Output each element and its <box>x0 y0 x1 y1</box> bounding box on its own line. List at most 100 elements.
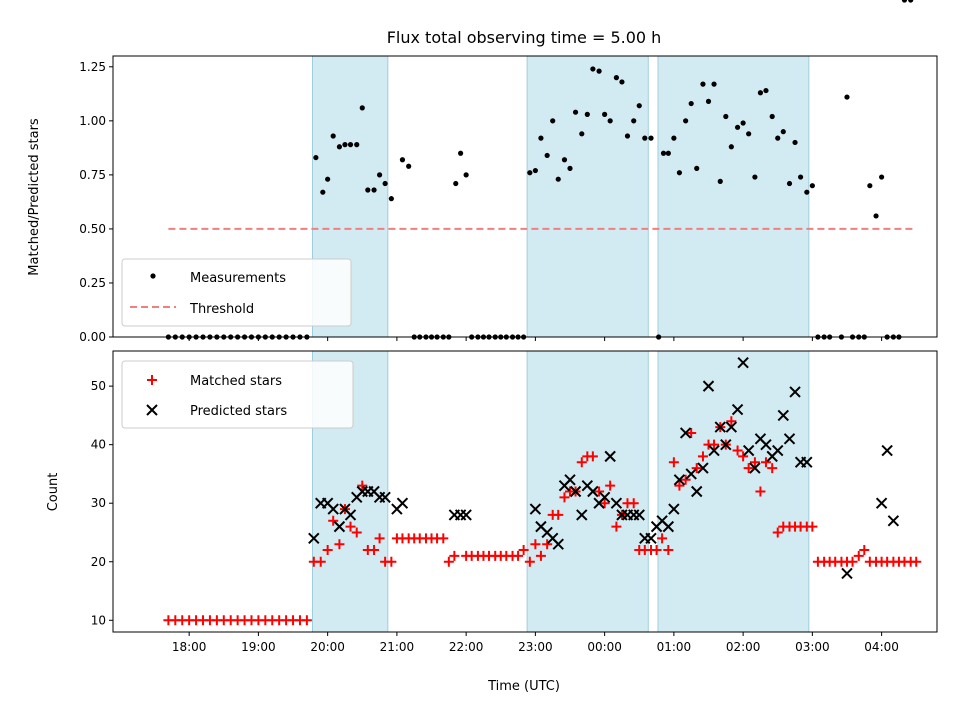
measurement-point <box>631 118 637 124</box>
measurement-point <box>550 118 556 124</box>
predicted-star-point <box>881 444 893 457</box>
measurement-point <box>463 172 469 178</box>
matched-star-point <box>668 457 679 468</box>
predicted-star-point <box>875 497 888 509</box>
matched-star-point <box>553 509 564 520</box>
bottom-x-tick-label-9: 03:00 <box>795 640 830 654</box>
measurement-point <box>728 144 734 150</box>
matched-star-point <box>530 539 541 550</box>
measurement-point <box>584 111 590 117</box>
bottom-y-axis-label: Count <box>46 473 61 512</box>
measurement-point <box>901 0 908 3</box>
top-axes-frame <box>112 55 938 338</box>
predicted-star-point <box>454 509 467 521</box>
measurement-point <box>804 189 810 195</box>
predicted-star-point <box>673 474 686 486</box>
measurement-point <box>763 87 769 94</box>
predicted-star-point <box>529 503 542 515</box>
matched-star-point <box>709 439 720 450</box>
measurement-point <box>354 142 360 148</box>
measurement-point <box>780 129 786 135</box>
measurement-point <box>660 150 667 156</box>
measurement-point <box>342 142 348 148</box>
bottom-x-tick-label-6: 00:00 <box>587 640 622 654</box>
matched-star-point <box>732 445 743 456</box>
matched-star-point <box>859 545 870 556</box>
top-shaded-span-1 <box>526 55 649 338</box>
matched-star-point <box>559 492 570 503</box>
measurement-point <box>527 170 533 176</box>
measurement-point <box>752 174 758 180</box>
measurement-point <box>336 144 343 150</box>
measurement-point <box>792 139 798 146</box>
predicted-star-point <box>685 468 697 480</box>
matched-star-point <box>334 539 345 550</box>
matched-star-point <box>535 550 546 561</box>
predicted-star-point <box>789 386 801 398</box>
bottom-x-tick-label-5: 23:00 <box>518 640 553 654</box>
matched-star-point <box>386 556 397 567</box>
matched-star-point <box>772 527 783 538</box>
predicted-star-point <box>645 532 657 545</box>
measurement-point <box>734 124 741 130</box>
predicted-star-point <box>604 450 616 463</box>
legend-measurements-marker <box>150 273 156 279</box>
matched-star-point <box>651 545 662 556</box>
matched-star-point <box>542 539 553 550</box>
matched-star-point <box>749 457 760 468</box>
matched-star-point <box>301 615 312 626</box>
bottom-y-tick-label-1: 20 <box>91 555 106 569</box>
matched-star-point <box>726 416 737 427</box>
matched-star-point <box>345 521 356 532</box>
predicted-star-point <box>327 503 339 515</box>
bottom-x-tick-label-8: 02:00 <box>726 640 761 654</box>
measurement-point <box>590 66 596 72</box>
measurement-point <box>757 90 764 96</box>
matched-star-point <box>760 457 771 468</box>
matched-star-point <box>911 556 922 567</box>
predicted-star-point <box>760 438 772 451</box>
bottom-x-tick-label-2: 20:00 <box>310 640 345 654</box>
matched-star-point <box>328 515 339 526</box>
bottom-x-tick-label-1: 19:00 <box>241 640 276 654</box>
legend-measurements-label: Measurements <box>190 271 286 286</box>
measurement-point <box>676 170 683 176</box>
measurement-point <box>769 113 775 120</box>
predicted-star-point <box>841 567 853 580</box>
measurement-point <box>613 75 620 81</box>
predicted-star-point <box>668 503 680 515</box>
matched-star-point <box>807 521 818 532</box>
measurement-point <box>809 183 815 189</box>
predicted-star-point <box>691 485 703 498</box>
measurement-point <box>648 135 654 141</box>
predicted-star-point <box>552 538 564 550</box>
matched-star-point <box>611 521 622 532</box>
measurement-point <box>538 135 544 141</box>
measurement-point <box>561 157 568 163</box>
predicted-star-point <box>576 509 588 521</box>
top-y-tick-label-0: 0.00 <box>79 330 106 344</box>
predicted-star-point <box>460 509 472 521</box>
measurement-point <box>313 154 319 161</box>
measurement-point <box>325 176 331 182</box>
measurement-point <box>797 174 804 180</box>
measurement-point <box>376 172 383 178</box>
predicted-star-point <box>308 532 320 545</box>
predicted-star-point <box>564 474 576 486</box>
bottom-x-tick-label-10: 04:00 <box>864 640 899 654</box>
predicted-star-point <box>379 491 391 504</box>
matched-star-point <box>374 533 385 544</box>
measurement-point <box>382 180 388 187</box>
legend-predicted-marker <box>146 404 158 416</box>
predicted-star-point <box>702 380 715 392</box>
top-y-tick-label-5: 1.25 <box>79 60 106 74</box>
measurement-point <box>786 180 793 187</box>
predicted-star-point <box>697 462 709 474</box>
measurement-point <box>544 152 550 159</box>
measurement-point <box>602 111 608 117</box>
measurement-point <box>711 81 717 87</box>
matched-star-point <box>594 486 605 497</box>
measurement-point <box>683 118 689 124</box>
predicted-star-point <box>783 433 796 445</box>
